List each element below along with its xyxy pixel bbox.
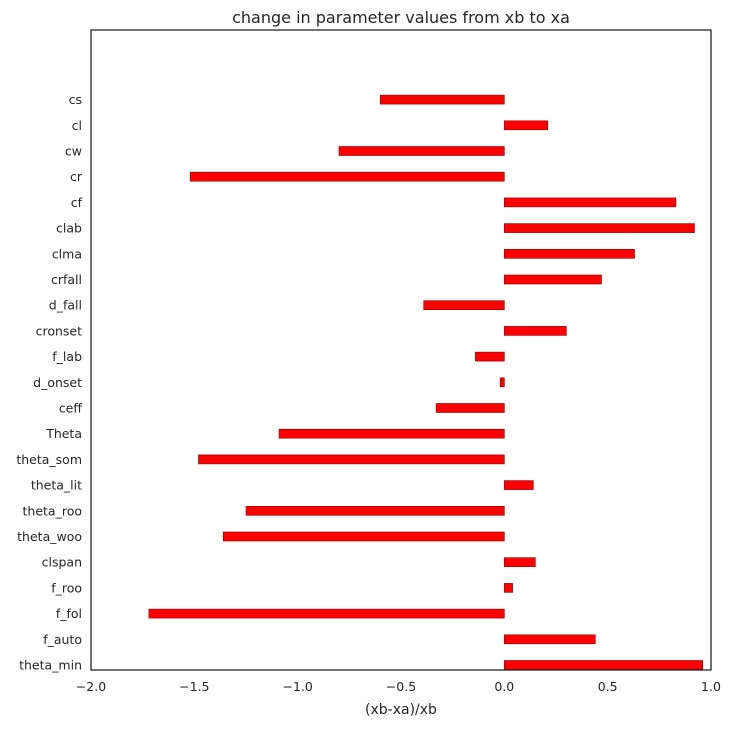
bar-clma: [504, 249, 635, 259]
y-tick-label-cs: cs: [69, 92, 82, 107]
bars-layer: [148, 94, 704, 670]
y-tick-label-theta_woo: theta_woo: [17, 529, 82, 544]
y-tick-label-Theta: Theta: [45, 426, 82, 441]
x-tick-label: −1.0: [282, 679, 312, 694]
bar-theta_min: [504, 660, 704, 670]
bar-cronset: [504, 326, 567, 336]
bar-f_roo: [504, 583, 513, 593]
x-tick-label: 0.5: [598, 679, 618, 694]
plot-frame: [90, 29, 712, 671]
bar-theta_lit: [504, 480, 534, 490]
bar-f_lab: [475, 351, 505, 362]
y-tick-label-f_auto: f_auto: [43, 632, 82, 647]
y-tick-label-theta_min: theta_min: [19, 658, 82, 673]
bar-f_auto: [504, 634, 596, 645]
bar-clab: [504, 223, 695, 233]
bar-d_fall: [423, 300, 505, 311]
bar-cl: [504, 120, 549, 131]
y-tick-label-cl: cl: [72, 118, 82, 133]
bar-theta_roo: [245, 505, 505, 516]
plot-background: [91, 30, 711, 670]
y-tick-label-d_fall: d_fall: [49, 298, 82, 313]
y-tick-label-f_roo: f_roo: [51, 580, 82, 595]
y-tick-label-clspan: clspan: [42, 555, 82, 570]
y-tick-label-d_onset: d_onset: [33, 375, 82, 390]
y-tick-label-f_lab: f_lab: [52, 349, 82, 364]
bar-d_onset: [499, 377, 505, 388]
bar-cr: [189, 171, 505, 182]
y-tick-label-cr: cr: [70, 169, 83, 184]
bar-cw: [338, 146, 505, 156]
x-tick-label: −2.0: [76, 679, 106, 694]
y-tick-label-ceff: ceff: [59, 401, 83, 416]
y-tick-label-cw: cw: [65, 144, 82, 159]
y-tick-label-clma: clma: [52, 246, 82, 261]
y-tick-label-cf: cf: [71, 195, 83, 210]
y-tick-label-theta_lit: theta_lit: [31, 478, 82, 493]
bar-ceff: [435, 403, 505, 413]
x-tick-labels: −2.0 −1.5 −1.0 −0.5 0.0 0.5 1.0: [76, 679, 721, 694]
x-tick-label: 0.0: [494, 679, 514, 694]
bar-clspan: [504, 557, 536, 568]
y-tick-label-theta_roo: theta_roo: [23, 503, 83, 518]
bar-f_fol: [148, 608, 505, 619]
x-axis-label: (xb-xa)/xb: [365, 702, 437, 718]
bar-crfall: [504, 274, 602, 285]
y-tick-label-clab: clab: [56, 221, 82, 236]
y-tick-label-crfall: crfall: [51, 272, 82, 287]
bar-cf: [504, 197, 677, 208]
bar-cs: [380, 94, 505, 105]
x-tick-label: −0.5: [386, 679, 416, 694]
bar-theta_woo: [222, 531, 505, 542]
y-tick-labels: theta_min f_auto f_fol f_roo clspan theta_woo…: [16, 92, 83, 672]
bar-theta_som: [198, 454, 505, 465]
x-tick-label: −1.5: [179, 679, 209, 694]
x-tick-label: 1.0: [701, 679, 721, 694]
y-tick-label-theta_som: theta_som: [16, 452, 82, 467]
y-tick-label-cronset: cronset: [36, 323, 83, 338]
bar-Theta: [278, 428, 505, 439]
y-tick-label-f_fol: f_fol: [56, 606, 82, 621]
chart-title: change in parameter values from xb to xa: [232, 8, 570, 27]
